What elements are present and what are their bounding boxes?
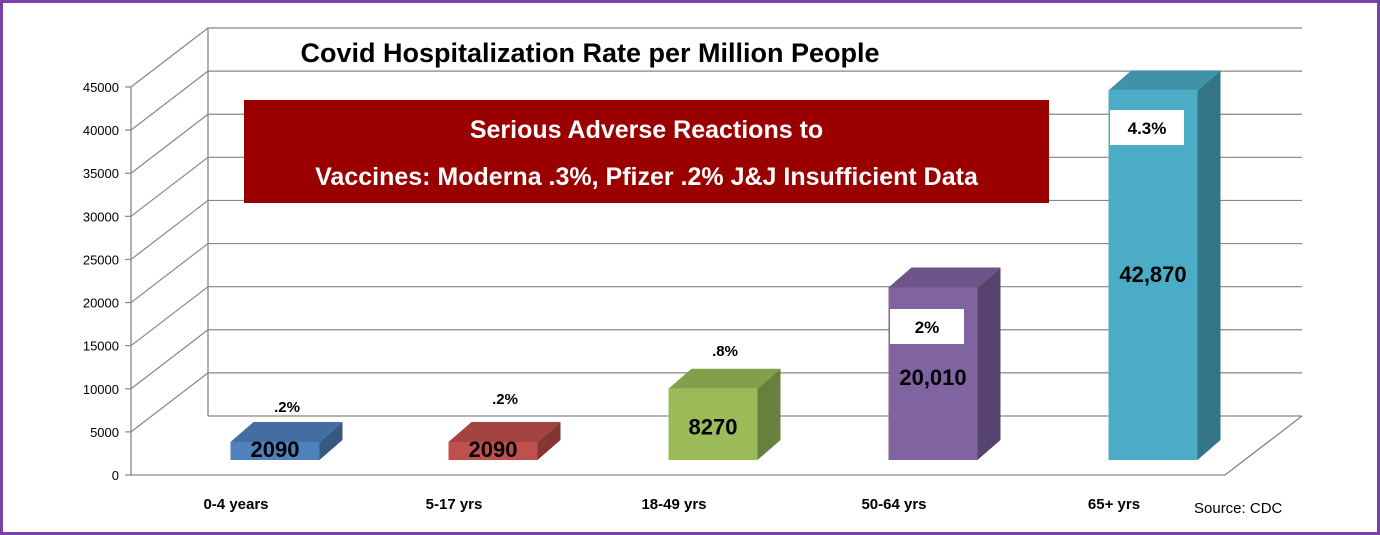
- bar: [668, 388, 758, 460]
- bar-value-label: 20,010: [899, 365, 966, 390]
- gridline: [130, 242, 1302, 304]
- percent-label: .2%: [274, 399, 300, 416]
- chart-title: Covid Hospitalization Rate per Million P…: [300, 38, 879, 68]
- bar-side: [319, 421, 343, 460]
- y-tick-label: 35000: [83, 166, 119, 181]
- percent-label: 4.3%: [1128, 119, 1167, 138]
- x-tick-label: 50-64 yrs: [861, 496, 926, 513]
- bar-top: [668, 368, 781, 389]
- percent-label: 2%: [915, 318, 940, 337]
- bar-side: [537, 421, 561, 460]
- x-tick-label: 0-4 years: [203, 496, 268, 513]
- y-tick-label: 15000: [83, 339, 119, 354]
- bar-value-label: 2090: [251, 437, 300, 462]
- percent-label-box: [1110, 110, 1184, 145]
- bar-top: [448, 421, 561, 442]
- percent-label: .8%: [712, 343, 738, 360]
- percent-label: .2%: [492, 391, 518, 408]
- bar-side: [977, 267, 1001, 460]
- banner-line-1: Serious Adverse Reactions to: [469, 116, 824, 144]
- floor-right-line: [1224, 415, 1303, 476]
- y-tick-label: 0: [112, 468, 119, 483]
- x-tick-label: 18-49 yrs: [641, 496, 706, 513]
- bar-side: [757, 368, 781, 460]
- adverse-reactions-banner: Serious Adverse Reactions to Vaccines: M…: [244, 100, 1049, 203]
- bar-value-label: 42,870: [1119, 262, 1186, 287]
- bar-top: [888, 267, 1001, 288]
- x-tick-label: 65+ yrs: [1088, 496, 1140, 513]
- banner-line-2: Vaccines: Moderna .3%, Pfizer .2% J&J In…: [315, 163, 978, 191]
- x-tick-label: 5-17 yrs: [426, 496, 483, 513]
- percent-label-box: [890, 309, 964, 344]
- y-tick-label: 30000: [83, 209, 119, 224]
- gridline: [130, 70, 1302, 131]
- y-tick-label: 5000: [90, 425, 119, 440]
- y-tick-label: 25000: [83, 252, 119, 267]
- bar-top: [230, 421, 343, 442]
- bar: [230, 441, 320, 460]
- y-tick-label: 40000: [83, 123, 119, 138]
- y-tick-label: 20000: [83, 296, 119, 311]
- gridline: [130, 27, 1302, 88]
- bar-value-label: 2090: [469, 437, 518, 462]
- y-tick-label: 45000: [83, 80, 119, 95]
- bar-side: [1197, 70, 1221, 461]
- y-tick-label: 10000: [83, 382, 119, 397]
- source-note: Source: CDC: [1194, 500, 1283, 517]
- bar-top: [1108, 70, 1221, 91]
- bar: [448, 441, 538, 460]
- bar: [1108, 90, 1198, 461]
- bar-value-label: 8270: [689, 414, 738, 439]
